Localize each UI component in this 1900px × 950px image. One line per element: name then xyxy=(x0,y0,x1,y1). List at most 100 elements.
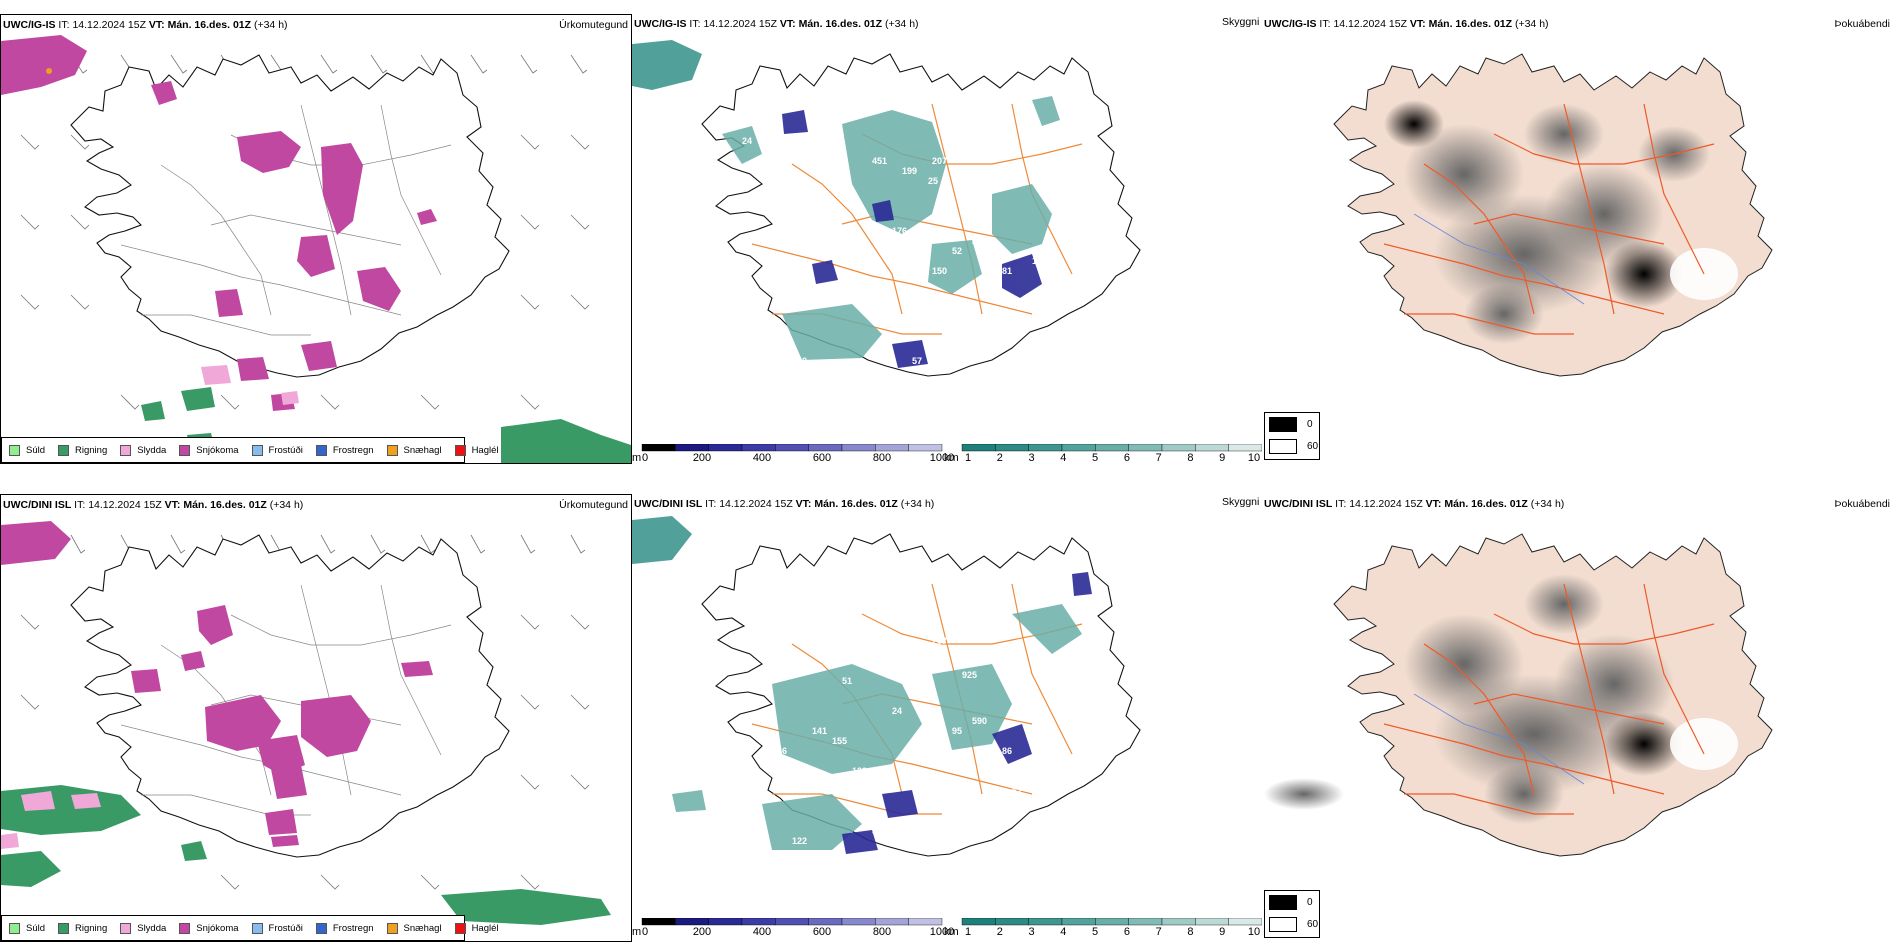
legend-item: Snjókoma xyxy=(179,922,239,934)
legend-item: Snjókoma xyxy=(179,444,239,456)
visibility-color-step xyxy=(961,444,996,452)
visibility-tick-label: 4 xyxy=(1060,452,1066,462)
legend-item: Frostregn xyxy=(315,922,374,934)
visibility-tick-label: 1 xyxy=(965,926,971,936)
visibility-value-label: 58 xyxy=(812,116,822,126)
ceiling-color-step xyxy=(908,918,943,926)
low-ceiling-areas xyxy=(782,110,1042,368)
visibility-value-label: 11 xyxy=(752,646,762,656)
it-label: IT: xyxy=(58,19,70,31)
fog-map xyxy=(1333,53,1773,377)
visibility-color-step xyxy=(1228,918,1262,926)
visibility-color-step xyxy=(1128,444,1163,452)
visibility-value-label: 122 xyxy=(792,836,807,846)
ceiling-tick-label: 800 xyxy=(873,926,891,936)
ceiling-color-step xyxy=(841,444,876,452)
visibility-value-label: 124 xyxy=(912,296,927,306)
visibility-color-step xyxy=(995,918,1029,926)
visibility-value-label: 84 xyxy=(932,406,942,416)
visibility-tick-label: 5 xyxy=(1092,452,1098,462)
ceiling-unit: m xyxy=(632,926,641,936)
sleet-areas xyxy=(201,365,299,405)
visibility-value-label: 176 xyxy=(892,226,907,236)
ceiling-tick-label: 200 xyxy=(693,452,711,462)
visibility-tick-label: 2 xyxy=(997,926,1003,936)
legend-item: Rigning xyxy=(58,444,107,456)
vt-label: VT: xyxy=(148,19,165,31)
visibility-value-label: 06 xyxy=(752,166,762,176)
visibility-tick-label: 9 xyxy=(1219,452,1225,462)
visibility-value-label: 129 xyxy=(852,766,867,776)
visibility-color-step xyxy=(1095,918,1129,926)
visibility-value-label: 141 xyxy=(812,726,827,736)
ceiling-tick-label: 400 xyxy=(753,452,771,462)
ceiling-tick-label: 800 xyxy=(873,452,891,462)
visibility-value-label: 287 xyxy=(972,236,987,246)
visibility-value-label: 59 xyxy=(872,826,882,836)
legend-item: Frostúði xyxy=(251,922,303,934)
visibility-value-label: 25 xyxy=(928,176,938,186)
vt-value: Mán. 16.des. 01Z xyxy=(167,19,252,31)
sleet-areas xyxy=(1,791,101,849)
visibility-map: 31 24 58 06 451 199 207 25 13 84 176 94 128 87 150 81 11… xyxy=(632,40,1141,416)
legend-item: Snæhagl xyxy=(386,444,442,456)
fog-panel-bottom: Þokuábendi UWC/DINI ISL IT: 14.12.2024 1… xyxy=(1264,494,1900,940)
visibility-value-label: 199 xyxy=(902,166,917,176)
visibility-value-label: 980 xyxy=(982,756,997,766)
visibility-unit: km xyxy=(944,926,959,936)
visibility-color-step xyxy=(995,444,1029,452)
visibility-value-label: 51 xyxy=(842,676,852,686)
legend-item: Frostúði xyxy=(251,444,303,456)
visibility-value-label: 87 xyxy=(832,256,842,266)
fog-index-field xyxy=(1264,574,1738,824)
ceiling-tick-label: 200 xyxy=(693,926,711,936)
visibility-labels-bottom: 712 30 22 11 69 51 207 289 925 51 24 141 146 155 109 86… xyxy=(742,576,1047,896)
ceiling-tick-label: 0 xyxy=(642,452,648,462)
legend-item: Rigning xyxy=(58,922,107,934)
ceiling-tick-label: 1000 xyxy=(930,452,954,462)
snow-areas xyxy=(1,521,433,847)
fog-legend-item: 60 xyxy=(1265,913,1319,935)
visibility-color-step xyxy=(1228,444,1262,452)
visibility-color-step xyxy=(1028,918,1063,926)
precip-type-panel-top: UWC/IG-IS IT: 14.12.2024 15Z VT: Mán. 16… xyxy=(0,14,632,464)
visibility-tick-label: 6 xyxy=(1124,926,1130,936)
visibility-value-label: 90 xyxy=(872,346,882,356)
visibility-value-label: 81 xyxy=(1002,266,1012,276)
visibility-value-label: 290 xyxy=(932,886,947,896)
visibility-value-label: 925 xyxy=(962,670,977,680)
model-name: UWC/IG-IS xyxy=(3,19,56,31)
fog-panel-top: Þokuábendi UWC/IG-IS IT: 14.12.2024 15Z … xyxy=(1264,14,1900,462)
visibility-tick-label: 2 xyxy=(997,452,1003,462)
ceiling-color-step xyxy=(808,918,843,926)
visibility-value-label: 24 xyxy=(892,706,902,716)
visibility-value-label: 69 xyxy=(872,636,882,646)
panel-title-fog: Þokuábendi xyxy=(1834,18,1890,30)
visibility-tick-label: 8 xyxy=(1187,452,1193,462)
visibility-tick-label: 3 xyxy=(1028,926,1034,936)
ceiling-color-step xyxy=(675,444,709,452)
visibility-value-label: 289 xyxy=(928,656,943,666)
visibility-value-label: 207 xyxy=(932,636,947,646)
visibility-value-label: 24 xyxy=(742,136,752,146)
visibility-tick-label: 5 xyxy=(1092,926,1098,936)
visibility-value-label: 57 xyxy=(912,356,922,366)
colorbars-top: m 0 200 400 600 800 1000 km 1 2 3 4 5 6 7 8 9 10 xyxy=(632,444,1262,462)
ceiling-color-step xyxy=(741,918,776,926)
visibility-value-label: 154 xyxy=(1032,736,1047,746)
it-value: 14.12.2024 15Z xyxy=(72,19,146,31)
precip-type-map xyxy=(1,521,611,925)
ceiling-color-step xyxy=(641,918,676,926)
visibility-labels-top: 31 24 58 06 451 199 207 25 13 84 176 94 128 87 150 81 11… xyxy=(742,96,1047,416)
visibility-value-label: 52 xyxy=(1012,786,1022,796)
header-row1-fog: UWC/IG-IS IT: 14.12.2024 15Z VT: Mán. 16… xyxy=(1264,18,1549,30)
visibility-value-label: 116 xyxy=(1032,256,1047,266)
visibility-value-label: 63 xyxy=(882,876,892,886)
visibility-value-label: 22 xyxy=(812,596,822,606)
visibility-tick-label: 8 xyxy=(1187,926,1193,936)
visibility-map: 712 30 22 11 69 51 207 289 925 51 24 141 146 155 109 86… xyxy=(632,516,1141,896)
visibility-value-label: 84 xyxy=(842,196,852,206)
visibility-tick-label: 1 xyxy=(965,452,971,462)
